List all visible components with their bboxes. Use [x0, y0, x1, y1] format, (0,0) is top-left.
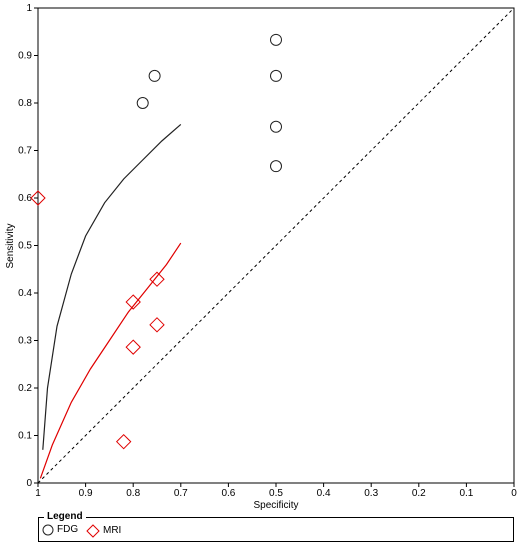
y-tick-label: 0: [26, 478, 32, 489]
data-point-mri: [125, 294, 141, 310]
diagonal-reference-line: [37, 7, 515, 484]
sroc-curves: [39, 123, 182, 479]
x-tick-label: 0.9: [79, 488, 93, 499]
sroc-curve-mri: [39, 242, 182, 479]
y-axis-ticks: 0 0.1 0.2 0.3 0.4 0.5 0.6 0.7 0.8 0.9 1: [18, 3, 38, 489]
data-point-mri: [115, 433, 132, 450]
x-tick-label: 0.8: [126, 488, 140, 499]
legend-item-fdg: FDG: [42, 524, 78, 536]
study-markers: [30, 33, 282, 450]
legend-label-fdg: FDG: [57, 524, 79, 535]
legend-item-mri: MRI: [86, 524, 121, 538]
y-axis-title: Sensitivity: [5, 223, 16, 268]
legend-box: [38, 517, 514, 542]
plot-axes: [37, 7, 515, 484]
x-axis-title: Specificity: [253, 500, 298, 511]
y-tick-label: 0.5: [18, 241, 32, 252]
y-tick-label: 0.4: [18, 288, 32, 299]
x-tick-label: 0.1: [459, 488, 473, 499]
data-point-mri: [149, 271, 165, 287]
circle-marker-icon: [42, 524, 54, 536]
y-tick-label: 0.1: [18, 431, 32, 442]
y-tick-label: 0.2: [18, 383, 32, 394]
y-tick-label: 0.3: [18, 336, 32, 347]
x-tick-label: 1: [35, 488, 41, 499]
data-point-fdg: [270, 120, 282, 133]
x-tick-label: 0: [511, 488, 517, 499]
legend-title: Legend: [44, 511, 86, 523]
data-point-fdg: [148, 69, 161, 82]
legend-label-mri: MRI: [103, 525, 122, 536]
x-axis-ticks: 1 0.9 0.8 0.7 0.6 0.5 0.4 0.3 0.2 0.1 0: [35, 483, 517, 499]
y-tick-label: 0.9: [18, 51, 32, 62]
x-tick-label: 0.5: [269, 488, 283, 499]
x-tick-label: 0.2: [412, 488, 426, 499]
sroc-curve-fdg: [42, 123, 182, 450]
y-tick-label: 0.8: [18, 98, 32, 109]
x-tick-label: 0.3: [364, 488, 378, 499]
x-tick-label: 0.6: [221, 488, 235, 499]
data-point-mri: [149, 317, 165, 333]
data-point-fdg: [270, 160, 282, 173]
diamond-marker-icon: [86, 524, 100, 538]
data-point-mri: [125, 339, 141, 355]
x-tick-label: 0.4: [317, 488, 331, 499]
data-point-mri: [30, 190, 46, 206]
y-tick-label: 0.6: [18, 193, 32, 204]
y-tick-label: 0.7: [18, 146, 32, 157]
y-tick-label: 1: [26, 3, 32, 14]
data-point-fdg: [270, 69, 282, 82]
data-point-fdg: [136, 97, 149, 109]
data-point-fdg: [270, 33, 282, 46]
x-tick-label: 0.7: [174, 488, 188, 499]
